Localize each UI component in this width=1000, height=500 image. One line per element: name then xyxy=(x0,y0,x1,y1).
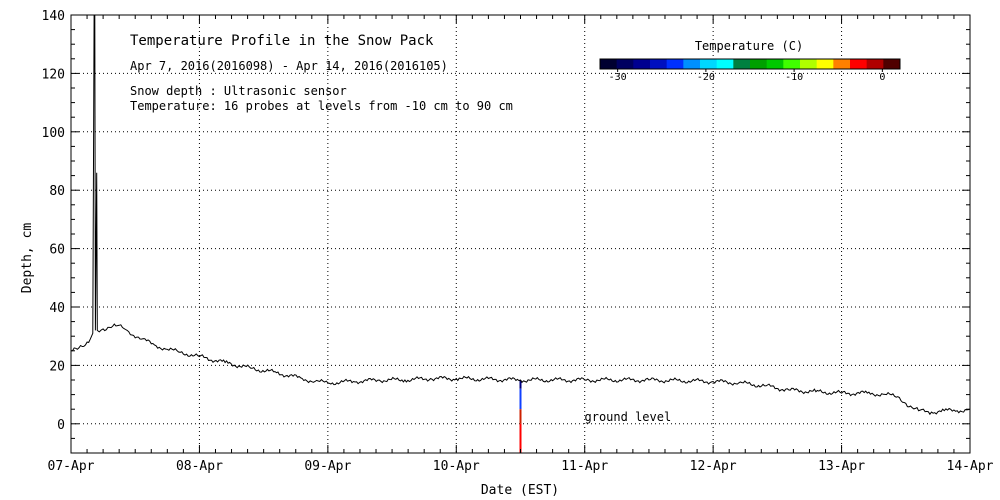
colorbar-cell xyxy=(800,59,818,69)
snow-depth-line xyxy=(70,14,971,416)
colorbar-cell xyxy=(650,59,668,69)
chart-subtitle: Apr 7, 2016(2016098) - Apr 14, 2016(2016… xyxy=(130,59,448,73)
colorbar: Temperature (C) -30 -20 -10 0 xyxy=(599,39,901,83)
colorbar-cell xyxy=(783,59,801,69)
ground-level-annotation: ground level xyxy=(585,410,672,424)
x-tick-label: 08-Apr xyxy=(176,459,223,474)
series-layer xyxy=(70,14,971,416)
colorbar-cell xyxy=(716,59,734,69)
colorbar-cell xyxy=(866,59,884,69)
info-line-sensor: Snow depth : Ultrasonic sensor xyxy=(130,84,347,98)
colorbar-tick-label: 0 xyxy=(879,72,885,83)
x-tick-label: 11-Apr xyxy=(561,459,608,474)
x-tick-label: 10-Apr xyxy=(433,459,480,474)
x-tick-label: 09-Apr xyxy=(304,459,351,474)
colorbar-cell xyxy=(883,59,901,69)
y-axis-label: Depth, cm xyxy=(20,223,35,294)
y-tick-label: 80 xyxy=(49,184,65,199)
colorbar-cell xyxy=(833,59,851,69)
colorbar-cell xyxy=(850,59,868,69)
colorbar-cell xyxy=(700,59,718,69)
colorbar-title: Temperature (C) xyxy=(695,39,803,53)
x-axis-label: Date (EST) xyxy=(481,483,559,498)
ticks xyxy=(70,14,971,454)
x-tick-label: 12-Apr xyxy=(690,459,737,474)
colorbar-cell xyxy=(633,59,651,69)
colorbar-ticks: -30 -20 -10 0 xyxy=(609,69,885,83)
y-tick-label: 20 xyxy=(49,359,65,374)
colorbar-cell xyxy=(766,59,784,69)
colorbar-cell xyxy=(683,59,701,69)
tick-labels: 07-Apr 08-Apr 09-Apr 10-Apr 11-Apr 12-Apr 13-A… xyxy=(42,9,994,474)
chart-title: Temperature Profile in the Snow Pack xyxy=(130,33,434,49)
colorbar-cell xyxy=(750,59,768,69)
info-line-probes: Temperature: 16 probes at levels from -1… xyxy=(130,99,513,113)
colorbar-cell xyxy=(600,59,618,69)
x-tick-label: 14-Apr xyxy=(947,459,994,474)
y-tick-label: 40 xyxy=(49,301,65,316)
y-tick-label: 100 xyxy=(42,126,65,141)
colorbar-cell xyxy=(616,59,634,69)
colorbar-tick-label: -10 xyxy=(785,72,803,83)
colorbar-cell xyxy=(816,59,834,69)
y-tick-label: 0 xyxy=(57,418,65,433)
y-tick-label: 140 xyxy=(42,9,65,24)
y-tick-label: 60 xyxy=(49,243,65,258)
x-tick-label: 07-Apr xyxy=(48,459,95,474)
y-tick-label: 120 xyxy=(42,67,65,82)
colorbar-cell xyxy=(733,59,751,69)
colorbar-tick-label: -20 xyxy=(697,72,715,83)
colorbar-tick-label: -30 xyxy=(609,72,627,83)
colorbar-frame xyxy=(599,58,901,70)
x-tick-label: 13-Apr xyxy=(818,459,865,474)
colorbar-cell xyxy=(666,59,684,69)
colorbar-cells xyxy=(599,58,901,70)
